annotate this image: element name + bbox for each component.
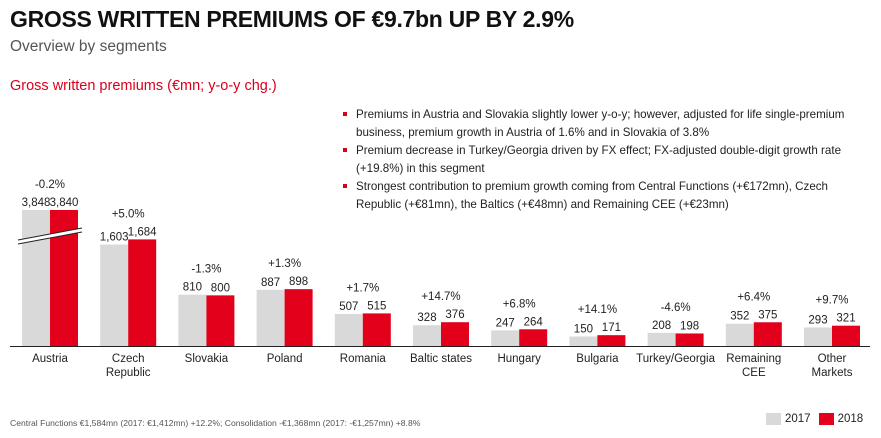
- data-label-2017: 328: [417, 312, 436, 324]
- bar-2017: [725, 323, 754, 346]
- bar-2017: [804, 327, 832, 346]
- commentary-list: Premiums in Austria and Slovakia slightl…: [342, 106, 872, 214]
- yoy-change-label: +9.7%: [816, 295, 849, 307]
- bar-2018: [284, 289, 313, 346]
- data-label-2017: 507: [339, 301, 358, 313]
- data-label-2018: 3,840: [50, 197, 79, 209]
- legend-item-2017: 2017: [766, 413, 811, 425]
- data-label-2017: 293: [808, 314, 827, 326]
- bar-2018: [753, 322, 782, 346]
- data-label-2018: 375: [758, 309, 777, 321]
- yoy-change-label: +6.8%: [503, 298, 536, 310]
- category-label: Bulgaria: [576, 353, 619, 365]
- bar-2017: [647, 332, 676, 346]
- category-label: Other: [818, 353, 847, 365]
- legend-label-2017: 2017: [785, 413, 811, 425]
- bar-2018: [675, 333, 704, 346]
- footnote: Central Functions €1,584mn (2017: €1,412…: [10, 418, 421, 428]
- page-title: GROSS WRITTEN PREMIUMS OF €9.7bn UP BY 2…: [10, 6, 574, 32]
- yoy-change-label: +1.3%: [268, 258, 301, 270]
- data-label-2017: 247: [496, 317, 515, 329]
- data-label-2018: 171: [602, 322, 621, 334]
- data-label-2017: 1,603: [100, 232, 129, 244]
- yoy-change-label: +6.4%: [737, 291, 770, 303]
- data-label-2017: 810: [183, 282, 202, 294]
- bar-2017: [491, 330, 520, 346]
- category-label: Hungary: [497, 353, 541, 365]
- yoy-change-label: -0.2%: [35, 179, 65, 191]
- bar-2018: [441, 322, 469, 346]
- data-label-2018: 898: [289, 276, 308, 288]
- data-label-2018: 264: [524, 316, 544, 328]
- category-label: Markets: [812, 367, 853, 379]
- category-label: Turkey/Georgia: [636, 353, 715, 365]
- bar-2017: [256, 289, 285, 346]
- bar-2017: [100, 244, 129, 346]
- bar-2017: [178, 294, 207, 346]
- yoy-change-label: +1.7%: [346, 282, 379, 294]
- data-label-2018: 1,684: [128, 226, 157, 238]
- axis-break-line: [17, 227, 83, 241]
- yoy-change-label: +5.0%: [112, 208, 145, 220]
- data-label-2017: 3,848: [22, 197, 51, 209]
- data-label-2017: 150: [574, 324, 593, 336]
- bar-2017: [22, 210, 50, 346]
- category-label: Baltic states: [410, 353, 472, 365]
- bar-2018: [832, 325, 860, 346]
- legend-swatch-2017: [766, 413, 781, 425]
- category-label: Poland: [267, 353, 303, 365]
- bar-2017: [413, 325, 441, 346]
- category-label: Czech: [112, 353, 145, 365]
- yoy-change-label: -1.3%: [191, 264, 221, 276]
- bar-2018: [206, 295, 235, 346]
- bar-2018: [362, 313, 391, 346]
- commentary-item: Premiums in Austria and Slovakia slightl…: [342, 106, 872, 142]
- gwp-bar-chart: 3,848 3,840 -0.2% Austria 1,603 1,684 +5.0% Cze…: [10, 179, 870, 379]
- category-label: Slovakia: [185, 353, 229, 365]
- category-label: Remaining: [726, 353, 781, 365]
- commentary-item: Strongest contribution to premium growth…: [342, 178, 872, 214]
- yoy-change-label: +14.7%: [421, 291, 460, 303]
- data-label-2017: 887: [261, 277, 280, 289]
- data-label-2018: 800: [211, 282, 230, 294]
- legend-label-2018: 2018: [837, 413, 864, 425]
- data-label-2018: 198: [680, 320, 699, 332]
- bar-2018: [597, 335, 626, 346]
- axis-break-line: [17, 231, 83, 245]
- data-label-2018: 321: [836, 313, 855, 325]
- data-label-2018: 515: [367, 300, 386, 312]
- category-label: Austria: [32, 353, 68, 365]
- chart-label: Gross written premiums (€mn; y-o-y chg.): [10, 78, 277, 94]
- chart-legend: 2017 2018: [766, 413, 863, 425]
- page-subtitle: Overview by segments: [10, 38, 167, 55]
- data-label-2018: 376: [445, 309, 464, 321]
- yoy-change-label: +14.1%: [578, 304, 617, 316]
- bar-2018: [519, 329, 548, 346]
- legend-swatch-2018: [818, 413, 834, 425]
- commentary-item: Premium decrease in Turkey/Georgia drive…: [342, 142, 872, 178]
- legend-item-2018: 2018: [818, 413, 864, 425]
- bar-2018: [128, 239, 157, 346]
- category-label: Romania: [340, 353, 387, 365]
- data-label-2017: 352: [730, 311, 749, 323]
- axis-break-gap: [18, 228, 82, 244]
- category-label: CEE: [742, 367, 766, 379]
- category-label: Republic: [106, 367, 151, 379]
- bar-2017: [569, 336, 598, 346]
- data-label-2017: 208: [652, 320, 671, 332]
- bar-2017: [334, 313, 363, 346]
- yoy-change-label: -4.6%: [661, 302, 691, 314]
